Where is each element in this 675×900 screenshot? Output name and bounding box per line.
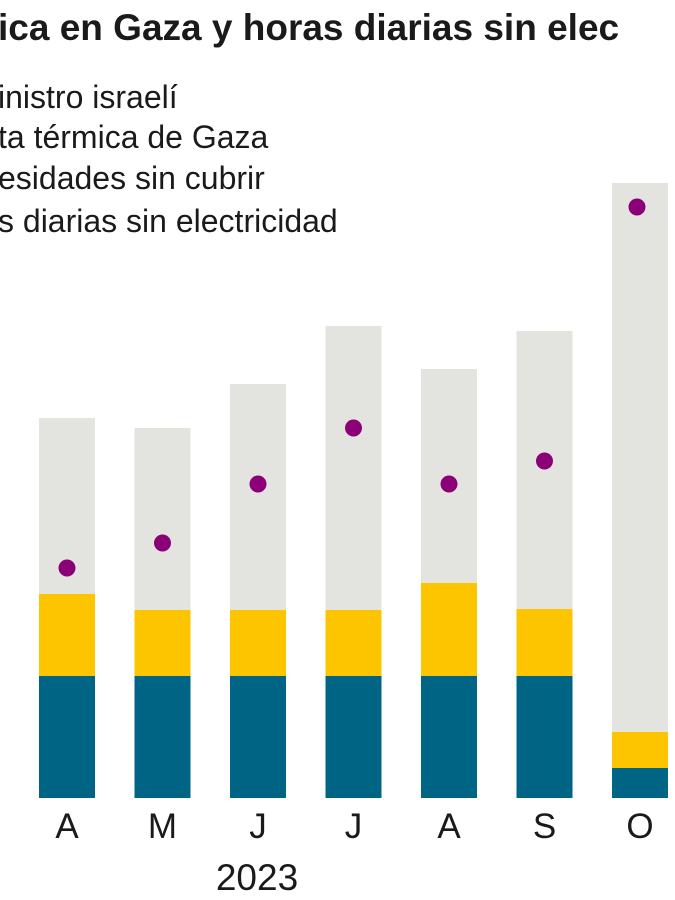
x-tick-label-2: J xyxy=(249,807,267,846)
bar-3-series-2 xyxy=(325,326,382,610)
legend-label-gaza-plant: ta térmica de Gaza xyxy=(0,119,269,155)
dot-3 xyxy=(345,419,362,437)
bar-2-series-1 xyxy=(230,610,286,676)
bar-6-series-2 xyxy=(612,183,668,732)
dot-5 xyxy=(536,452,553,470)
dot-0 xyxy=(58,559,76,577)
bar-5-series-1 xyxy=(516,609,573,676)
bar-6-series-0 xyxy=(612,768,668,798)
bar-1-series-1 xyxy=(134,610,191,676)
dot-4 xyxy=(440,475,458,493)
dot-2 xyxy=(249,475,267,493)
x-tick-label-0: A xyxy=(55,807,79,846)
chart-title: ica en Gaza y horas diarias sin elec xyxy=(0,7,619,48)
bar-1-series-2 xyxy=(134,428,191,610)
x-tick-label-1: M xyxy=(148,807,177,846)
bar-0-series-1 xyxy=(39,594,95,676)
bar-1-series-0 xyxy=(134,676,191,798)
bar-2-series-2 xyxy=(230,384,286,610)
legend-label-israeli-supply: inistro israelí xyxy=(0,79,178,115)
bar-4-series-1 xyxy=(421,583,477,676)
bar-5-series-0 xyxy=(516,676,573,798)
bar-3-series-0 xyxy=(325,676,382,798)
dot-6 xyxy=(628,198,646,216)
x-axis-year-label: 2023 xyxy=(216,857,298,898)
legend-label-unmet-needs: esidades sin cubrir xyxy=(0,160,265,196)
bar-6-series-1 xyxy=(612,732,668,768)
plot-area xyxy=(39,183,668,798)
x-tick-label-6: O xyxy=(626,807,653,846)
x-tick-label-4: A xyxy=(437,807,461,846)
x-tick-label-5: S xyxy=(533,807,556,846)
bar-5-series-2 xyxy=(516,331,573,609)
dot-1 xyxy=(154,534,171,552)
bar-2-series-0 xyxy=(230,676,286,798)
legend-label-hours-without-power: s diarias sin electricidad xyxy=(0,203,338,239)
bar-3-series-1 xyxy=(325,610,382,676)
bar-0-series-0 xyxy=(39,676,95,798)
legend: inistro israelí ta térmica de Gaza esida… xyxy=(0,79,338,239)
x-tick-label-3: J xyxy=(345,807,363,846)
bar-4-series-0 xyxy=(421,676,477,798)
